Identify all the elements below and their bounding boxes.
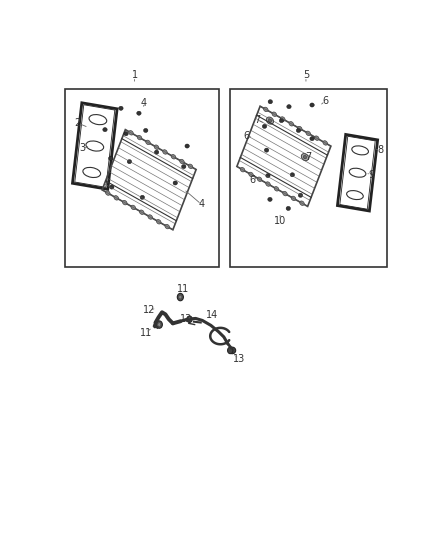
Text: 6: 6 [244,131,250,141]
Ellipse shape [162,150,167,154]
Ellipse shape [300,201,304,205]
Ellipse shape [154,150,159,154]
Ellipse shape [171,155,176,159]
Ellipse shape [129,131,133,135]
Ellipse shape [240,167,245,172]
Ellipse shape [286,206,290,211]
Ellipse shape [297,126,302,131]
Ellipse shape [249,172,253,176]
Text: 4: 4 [198,199,205,209]
Text: 12: 12 [143,305,155,315]
Ellipse shape [156,220,161,224]
Ellipse shape [139,210,144,214]
Ellipse shape [179,295,182,299]
Ellipse shape [280,117,285,121]
Ellipse shape [110,185,114,189]
Text: 11: 11 [177,284,189,294]
Ellipse shape [154,145,159,149]
Text: 3: 3 [80,143,86,153]
Text: 13: 13 [233,353,245,364]
FancyBboxPatch shape [65,88,219,267]
Ellipse shape [272,112,276,116]
Ellipse shape [180,159,184,164]
Ellipse shape [177,293,184,301]
Ellipse shape [296,128,300,133]
Ellipse shape [127,159,132,164]
Text: 11: 11 [140,328,152,338]
Ellipse shape [310,103,314,107]
Ellipse shape [158,322,161,326]
Text: 9: 9 [368,170,374,180]
Text: 2: 2 [75,118,81,128]
Ellipse shape [290,173,295,177]
Ellipse shape [262,124,267,128]
Ellipse shape [279,118,284,123]
Ellipse shape [148,215,152,219]
Ellipse shape [323,141,328,145]
Ellipse shape [109,156,113,160]
Ellipse shape [303,156,307,159]
Ellipse shape [268,197,272,201]
Ellipse shape [123,200,127,205]
Ellipse shape [131,205,135,209]
Ellipse shape [289,122,293,126]
Ellipse shape [119,106,123,110]
Ellipse shape [103,127,107,132]
Text: 7: 7 [254,115,261,125]
Ellipse shape [310,136,314,141]
Text: 8: 8 [378,145,384,155]
Ellipse shape [106,191,110,195]
Ellipse shape [264,107,268,111]
Ellipse shape [291,196,296,200]
Ellipse shape [283,191,287,196]
Text: 6: 6 [322,96,328,106]
Ellipse shape [137,135,142,140]
Ellipse shape [227,347,233,354]
Text: 4: 4 [141,98,147,108]
Ellipse shape [306,131,311,135]
Text: 5: 5 [303,70,309,80]
Ellipse shape [173,181,177,185]
Ellipse shape [266,174,270,177]
Ellipse shape [124,132,128,136]
Ellipse shape [146,140,150,144]
Ellipse shape [265,148,269,152]
Ellipse shape [274,187,279,191]
FancyBboxPatch shape [230,88,387,267]
Text: 14: 14 [206,310,219,320]
Ellipse shape [266,117,274,124]
Ellipse shape [287,104,291,109]
Text: 13: 13 [180,314,193,324]
Ellipse shape [301,154,308,160]
Ellipse shape [229,347,236,354]
Ellipse shape [114,196,119,200]
Ellipse shape [137,111,141,115]
Ellipse shape [266,182,270,186]
Ellipse shape [165,224,170,229]
Text: 7: 7 [306,152,312,162]
Text: 10: 10 [274,216,286,226]
Ellipse shape [268,119,272,122]
Ellipse shape [185,144,189,148]
Ellipse shape [188,164,193,168]
Ellipse shape [268,100,272,104]
Text: 1: 1 [131,70,138,80]
Ellipse shape [156,321,162,328]
Ellipse shape [187,316,192,322]
Ellipse shape [314,136,319,140]
Ellipse shape [298,193,303,197]
Ellipse shape [144,128,148,133]
Text: 6: 6 [250,175,256,185]
Ellipse shape [181,165,186,168]
Ellipse shape [257,177,262,181]
Ellipse shape [140,195,145,199]
